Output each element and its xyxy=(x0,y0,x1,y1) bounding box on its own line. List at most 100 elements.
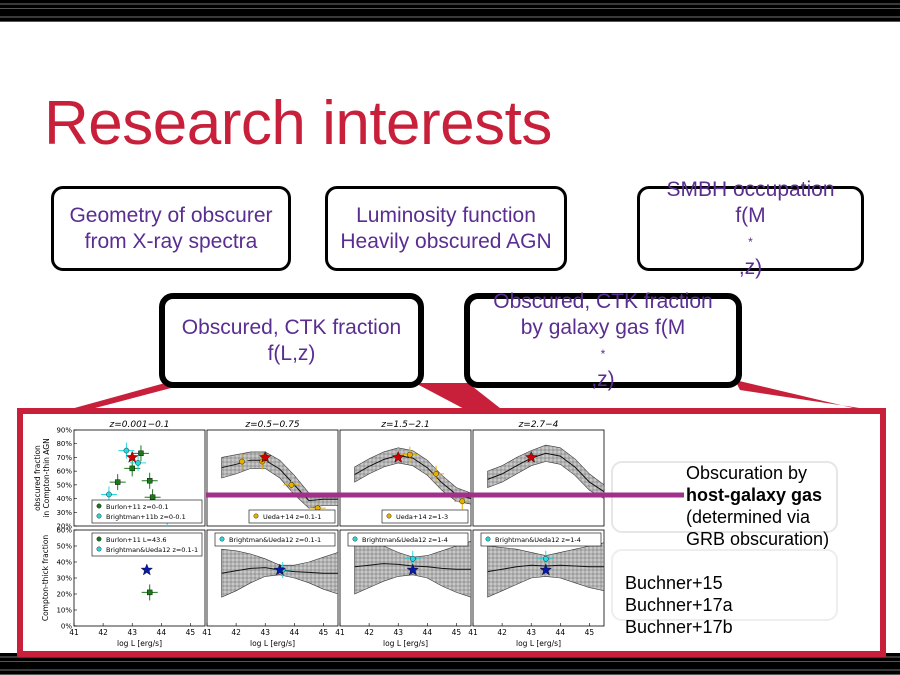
data-point xyxy=(106,491,112,498)
y-tick-label: 60% xyxy=(56,468,72,476)
x-axis-label: log L [erg/s] xyxy=(383,639,428,648)
x-tick-label: 45 xyxy=(186,628,196,637)
x-tick-label: 43 xyxy=(127,628,137,637)
x-tick-label: 44 xyxy=(556,628,566,637)
topic-line-2-post: ,z) xyxy=(738,255,763,279)
data-point xyxy=(114,479,121,485)
x-tick-label: 45 xyxy=(452,628,462,637)
legend-entry: Brightman&Ueda12 z=1-4 xyxy=(362,536,448,544)
x-tick-label: 44 xyxy=(290,628,300,637)
x-axis-label: log L [erg/s] xyxy=(117,639,162,648)
legend-entry: Brightman+11b z=0-0.1 xyxy=(106,513,186,521)
data-point xyxy=(129,465,135,472)
x-tick-label: 41 xyxy=(468,628,478,637)
topic-line-1: Geometry of obscurer xyxy=(69,203,273,227)
topic-line-1: Obscured, CTK fraction xyxy=(181,315,402,339)
data-point xyxy=(149,494,156,500)
legend-box xyxy=(248,509,336,524)
topic-line-2-sub: * xyxy=(748,234,753,249)
legend-entry: Ueda+14 z=0.1-1 xyxy=(263,513,321,521)
y-tick-label: 90% xyxy=(56,427,72,435)
y-tick-label: 70% xyxy=(56,454,72,462)
legend-box xyxy=(214,532,336,547)
topic-line-1: Luminosity function xyxy=(356,203,536,227)
data-point xyxy=(239,458,245,465)
y-tick-label: 40% xyxy=(56,559,72,567)
host-gas-note: Obscuration by host-galaxy gas (determin… xyxy=(686,462,829,550)
x-tick-label: 41 xyxy=(69,628,79,637)
band-median-line xyxy=(487,452,605,493)
y-tick-label: 50% xyxy=(56,543,72,551)
legend-entry: Ueda+14 z=1-3 xyxy=(396,513,448,521)
legend-marker xyxy=(96,546,102,552)
legend-marker xyxy=(96,513,102,519)
panel-title: z=1.5−2.1 xyxy=(380,420,429,430)
x-tick-label: 42 xyxy=(231,628,241,637)
reference-item: Buchner+15 xyxy=(625,573,723,593)
y-tick-label: 60% xyxy=(56,527,72,535)
reference-item: Buchner+17a xyxy=(625,595,733,615)
x-tick-label: 45 xyxy=(319,628,329,637)
top-decorative-bar xyxy=(0,0,900,22)
top-y-axis-label: obscured fraction xyxy=(33,445,42,511)
x-tick-label: 41 xyxy=(202,628,212,637)
topic-line-2-pre: by galaxy gas f(M xyxy=(520,315,686,339)
x-axis-label: log L [erg/s] xyxy=(516,639,561,648)
y-tick-label: 80% xyxy=(56,440,72,448)
topic-line-2: f(M * ,z) xyxy=(666,203,834,281)
reference-star xyxy=(524,450,538,463)
reference-star xyxy=(273,563,287,576)
reference-star xyxy=(406,563,420,576)
note-line-1: Obscuration by xyxy=(686,463,808,483)
bottom-decorative-bar xyxy=(0,653,900,675)
legend-box xyxy=(91,499,203,524)
panel-title: z=0.5−0.75 xyxy=(244,420,299,430)
y-tick-label: 20% xyxy=(56,523,72,531)
x-tick-label: 42 xyxy=(497,628,507,637)
data-point xyxy=(138,450,144,457)
x-tick-label: 44 xyxy=(157,628,167,637)
legend-box xyxy=(480,532,602,547)
y-tick-label: 50% xyxy=(56,481,72,489)
y-tick-label: 30% xyxy=(56,575,72,583)
faded-box xyxy=(611,549,838,621)
reference-star xyxy=(391,450,405,463)
wedge-mid xyxy=(415,383,505,412)
reference-star xyxy=(539,563,553,576)
legend-marker xyxy=(219,536,225,542)
reference-star xyxy=(125,450,139,463)
topic-box-ctk-fraction-galaxy-gas: Obscured, CTK fraction by galaxy gas f(M… xyxy=(464,290,742,391)
data-point xyxy=(542,556,549,562)
legend-marker xyxy=(352,536,358,542)
legend-entry: Brightman&Ueda12 z=0.1-1 xyxy=(106,546,198,554)
legend-entry: Burlon+11 L=43.6 xyxy=(106,536,166,544)
topic-line-2: Heavily obscured AGN xyxy=(340,229,552,253)
data-point xyxy=(409,556,416,562)
legend-marker xyxy=(386,513,392,519)
y-tick-label: 20% xyxy=(56,591,72,599)
x-axis-label: log L [erg/s] xyxy=(250,639,295,648)
band-median-line xyxy=(354,454,472,500)
data-point xyxy=(407,451,413,458)
x-tick-label: 43 xyxy=(260,628,270,637)
topic-line-2: by galaxy gas f(M * ,z) xyxy=(493,315,712,393)
x-tick-label: 45 xyxy=(585,628,595,637)
legend-marker xyxy=(485,536,491,542)
legend-entry: Burlon+11 z=0-0.1 xyxy=(106,503,169,511)
y-tick-label: 30% xyxy=(56,509,72,517)
topic-line-2: f(L,z) xyxy=(267,341,316,365)
topic-line-1: Obscured, CTK fraction xyxy=(493,289,713,313)
data-point xyxy=(146,589,153,596)
y-tick-label: 10% xyxy=(56,607,72,615)
topic-line-2-pre: f(M xyxy=(735,203,766,227)
x-tick-label: 44 xyxy=(423,628,433,637)
x-tick-label: 41 xyxy=(335,628,345,637)
legend-box xyxy=(347,532,469,547)
reference-star xyxy=(140,563,154,576)
topic-line-2-sub: * xyxy=(600,346,606,361)
y-tick-label: 0% xyxy=(61,623,72,631)
panel-title: z=0.001−0.1 xyxy=(109,420,170,430)
data-point xyxy=(146,478,153,484)
topic-line-2-post: ,z) xyxy=(591,367,615,391)
